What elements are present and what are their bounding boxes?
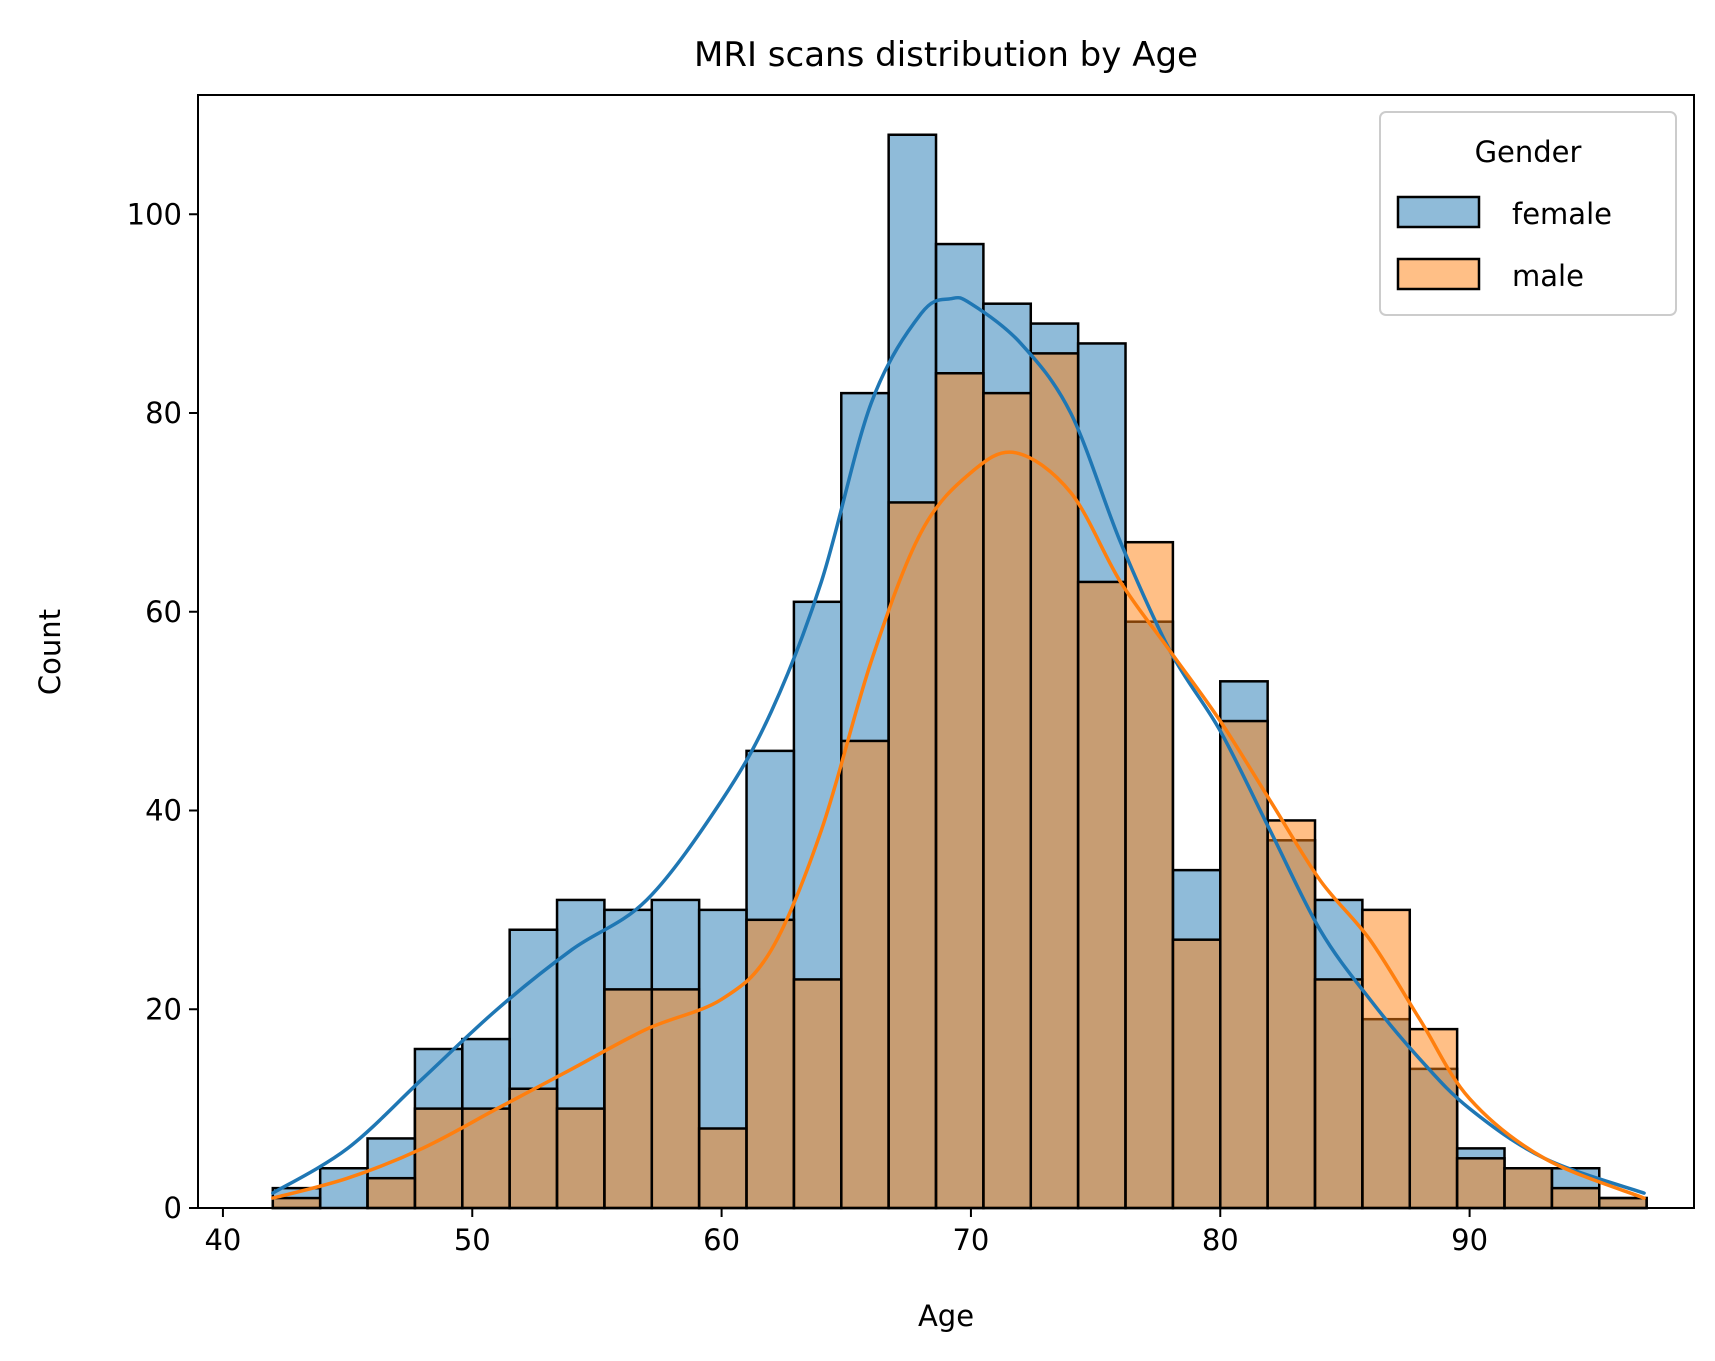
bar-male-26: [1503, 1167, 1554, 1210]
y-tick-label-80: 80: [145, 396, 182, 430]
legend-swatch-male: [1396, 257, 1481, 291]
bar-male-3: [413, 1107, 464, 1210]
bar-male-22: [1313, 978, 1364, 1210]
bar-male-17: [1076, 580, 1127, 1210]
bar-male-15: [982, 391, 1033, 1210]
bar-male-16: [1029, 352, 1080, 1210]
legend-title: Gender: [1475, 135, 1582, 169]
y-tick-label-100: 100: [127, 197, 182, 231]
y-axis-label: Count: [33, 609, 67, 695]
x-axis-label: Age: [918, 1299, 974, 1333]
bar-male-12: [840, 739, 890, 1210]
bar-male-9: [697, 1127, 748, 1210]
kde-curve-female: [271, 295, 1646, 1195]
bar-male-20: [1219, 719, 1269, 1210]
x-tick-label-60: 60: [703, 1223, 740, 1257]
bars-layer: [271, 133, 1648, 1210]
bar-male-2: [366, 1176, 417, 1210]
kde-curve-male: [271, 450, 1646, 1200]
bar-male-13: [887, 501, 938, 1210]
x-tick-label-50: 50: [454, 1223, 491, 1257]
chart-title: MRI scans distribution by Age: [694, 35, 1198, 75]
legend-swatch-female: [1396, 195, 1481, 229]
legend-label-female: female: [1512, 197, 1612, 231]
x-axis-ticks: 40 50 60 70 80 90: [204, 1208, 1488, 1257]
bar-male-11: [792, 978, 843, 1210]
bar-male-21: [1266, 819, 1317, 1210]
legend-label-male: male: [1512, 259, 1584, 293]
y-tick-label-40: 40: [145, 794, 182, 828]
legend: Gender female male: [1379, 111, 1677, 316]
bar-male-18: [1124, 540, 1175, 1210]
y-tick-label-20: 20: [145, 992, 182, 1026]
bar-male-25: [1455, 1157, 1506, 1210]
bar-male-27: [1550, 1186, 1601, 1210]
bar-male-0: [271, 1196, 322, 1210]
y-tick-label-60: 60: [145, 595, 182, 629]
y-tick-label-0: 0: [164, 1191, 182, 1225]
bar-male-28: [1598, 1196, 1648, 1210]
kde-layer: [271, 295, 1646, 1200]
bar-male-5: [508, 1087, 559, 1210]
bar-male-7: [603, 988, 654, 1210]
y-axis-ticks: 0 20 40 60 80 100: [127, 197, 198, 1225]
x-tick-label-80: 80: [1202, 1223, 1239, 1257]
plot-frame: [197, 94, 1695, 1209]
x-tick-label-90: 90: [1451, 1223, 1488, 1257]
bar-male-6: [555, 1107, 606, 1210]
bar-male-10: [745, 918, 796, 1210]
bar-male-23: [1361, 908, 1412, 1210]
x-tick-label-40: 40: [204, 1223, 241, 1257]
bar-male-14: [934, 372, 985, 1210]
x-tick-label-70: 70: [952, 1223, 989, 1257]
bar-male-8: [650, 988, 701, 1210]
bar-male-19: [1171, 938, 1222, 1210]
